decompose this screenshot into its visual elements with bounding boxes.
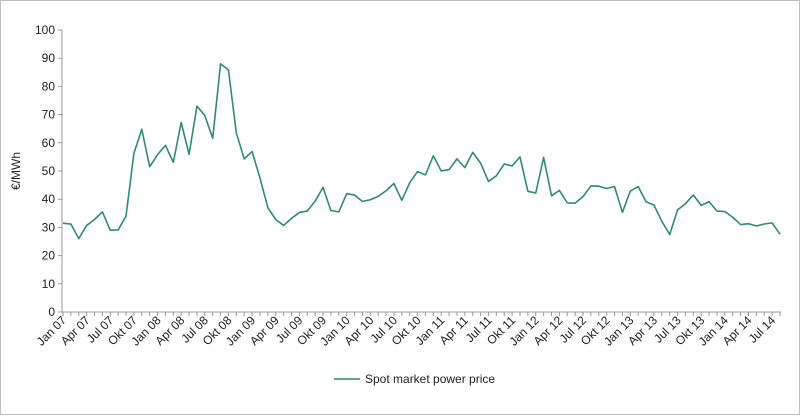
y-tick-label: 40 xyxy=(42,192,56,206)
y-tick-label: 20 xyxy=(42,249,56,263)
legend-label: Spot market power price xyxy=(365,372,495,386)
y-tick-label: 80 xyxy=(42,79,56,93)
y-tick-label: 60 xyxy=(42,136,56,150)
y-tick-label: 10 xyxy=(42,277,56,291)
y-tick-label: 0 xyxy=(48,305,55,319)
y-tick-label: 90 xyxy=(42,51,56,65)
y-axis-title: €/MWh xyxy=(9,152,23,190)
y-tick-label: 30 xyxy=(42,220,56,234)
legend: Spot market power price xyxy=(334,372,495,386)
y-tick-label: 50 xyxy=(42,164,56,178)
y-tick-label: 70 xyxy=(42,108,56,122)
y-axis-ticks: 0 10 20 30 40 50 60 70 80 90 100 xyxy=(35,23,62,319)
series-line-spot-market-power-price xyxy=(62,63,781,240)
y-tick-label: 100 xyxy=(35,23,55,37)
